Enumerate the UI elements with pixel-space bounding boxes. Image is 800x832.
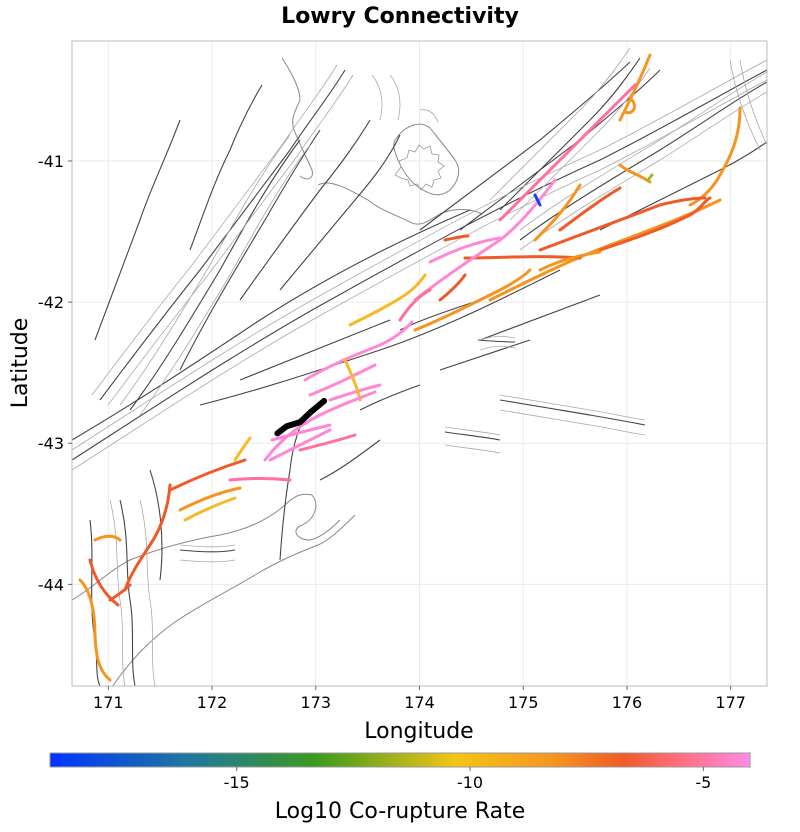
y-tick-label: -44 — [38, 575, 64, 594]
x-axis-label: Longitude — [364, 719, 473, 744]
fault-trace-hotpink — [498, 83, 637, 222]
fault-trace-red — [558, 186, 622, 232]
colorbar-tick-label: -15 — [224, 773, 250, 792]
fault-trace-orange — [533, 183, 582, 242]
fault-trace-pink — [428, 236, 502, 264]
fault-trace-gold — [233, 436, 252, 462]
fault-trace-gold — [183, 496, 237, 522]
x-tick-label: 176 — [612, 693, 643, 712]
island-outline — [394, 144, 445, 191]
fault-trace-pink — [268, 428, 332, 462]
fault-trace-orange — [78, 578, 112, 682]
fault-trace-pink — [328, 383, 382, 402]
fault-trace-blue — [533, 193, 542, 207]
lowry-fault-trace — [274, 397, 328, 437]
fault-trace-orange — [618, 53, 652, 122]
x-tick-label: 174 — [404, 693, 435, 712]
x-tick-label: 175 — [508, 693, 539, 712]
fault-trace-red — [438, 273, 467, 302]
fault-trace-pink — [263, 390, 377, 462]
colorbar-ticks: -15 -10 -5 — [224, 767, 711, 792]
colorbar-tick-label: -5 — [695, 773, 711, 792]
fault-trace-red — [88, 558, 120, 607]
fault-trace-pink — [413, 178, 557, 302]
fault-trace-pink — [303, 320, 414, 382]
fault-trace-hotpink — [228, 477, 292, 482]
fault-trace-orange — [178, 486, 242, 512]
x-tick-label: 171 — [93, 693, 124, 712]
fault-trace-hotpink — [298, 433, 357, 452]
colorbar-label: Log10 Co-rupture Rate — [275, 799, 526, 824]
fault-trace-red — [598, 196, 712, 252]
y-tick-label: -42 — [38, 293, 64, 312]
y-tick-label: -41 — [38, 152, 64, 171]
fault-trace-pink — [308, 363, 377, 397]
y-tick-label: -43 — [38, 434, 64, 453]
fault-trace-orange — [538, 250, 602, 272]
fault-trace-gold — [348, 273, 427, 327]
fault-trace-hotpink — [398, 288, 432, 322]
x-tick-label: 177 — [715, 693, 746, 712]
colorbar-tick-label: -10 — [457, 773, 483, 792]
fault-trace-red — [108, 583, 132, 602]
fault-trace-red — [123, 483, 172, 592]
fault-trace-red — [168, 458, 247, 492]
fault-trace-orange — [623, 98, 636, 115]
fault-trace-orange — [413, 268, 532, 332]
x-axis-ticks: 171 172 173 174 175 176 177 — [93, 686, 746, 712]
background-fault-traces — [72, 57, 767, 686]
fault-trace-red — [463, 255, 582, 260]
fault-trace-red — [443, 234, 470, 242]
fault-trace-orange — [93, 534, 122, 542]
chart-title: Lowry Connectivity — [281, 4, 519, 29]
y-axis-ticks: -41 -42 -43 -44 — [38, 152, 72, 594]
colorbar — [49, 752, 751, 768]
y-axis-label: Latitude — [8, 318, 33, 409]
co-rupture-fault-traces — [78, 53, 742, 682]
x-tick-label: 173 — [300, 693, 331, 712]
fault-trace-pink — [270, 423, 332, 442]
fault-trace-red — [538, 196, 707, 252]
fault-trace-green — [646, 173, 654, 182]
x-tick-label: 172 — [197, 693, 228, 712]
coastline — [72, 57, 483, 686]
